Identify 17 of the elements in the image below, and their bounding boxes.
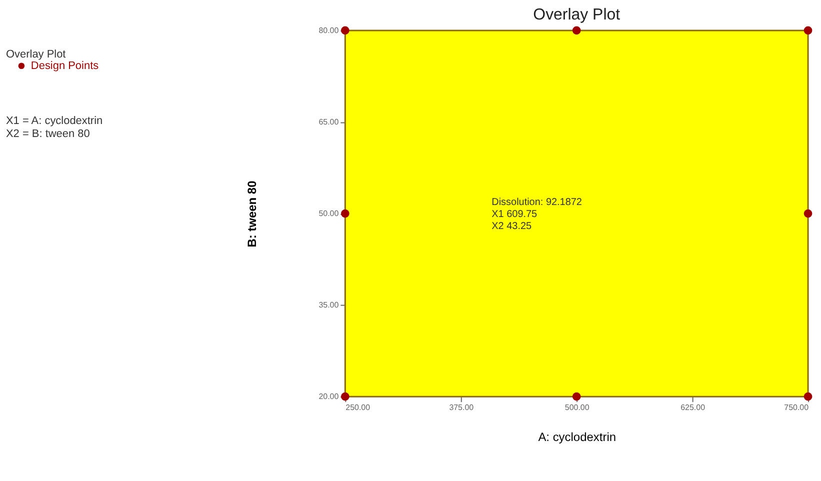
x-tick-label: 625.00 xyxy=(680,403,706,412)
text: Overlay Plot xyxy=(6,48,66,60)
chart-title: Overlay Plot xyxy=(533,6,621,24)
x-tick-label: 375.00 xyxy=(449,403,474,412)
y-axis-title: B: tween 80 xyxy=(244,180,259,248)
y-tick-label: 80.00 xyxy=(318,26,340,35)
x-axis-title: A: cyclodextrin xyxy=(538,430,616,444)
text: X1 = A: cyclodextrin X2 = B: tween 80 xyxy=(6,115,103,140)
y-tick-label: 35.00 xyxy=(318,300,340,310)
x-tick-label: 500.00 xyxy=(564,403,590,412)
x-tick-label: 750.00 xyxy=(784,403,810,412)
y-tick-label: 20.00 xyxy=(318,392,340,402)
annotation: Dissolution: 92.1872 X1 609.75 X2 43.25 xyxy=(492,197,582,232)
legend-label: Design Points xyxy=(30,60,100,72)
x-tick-label: 250.00 xyxy=(346,403,371,412)
y-tick-label: 50.00 xyxy=(318,209,340,218)
y-tick-label: 65.00 xyxy=(318,117,340,126)
